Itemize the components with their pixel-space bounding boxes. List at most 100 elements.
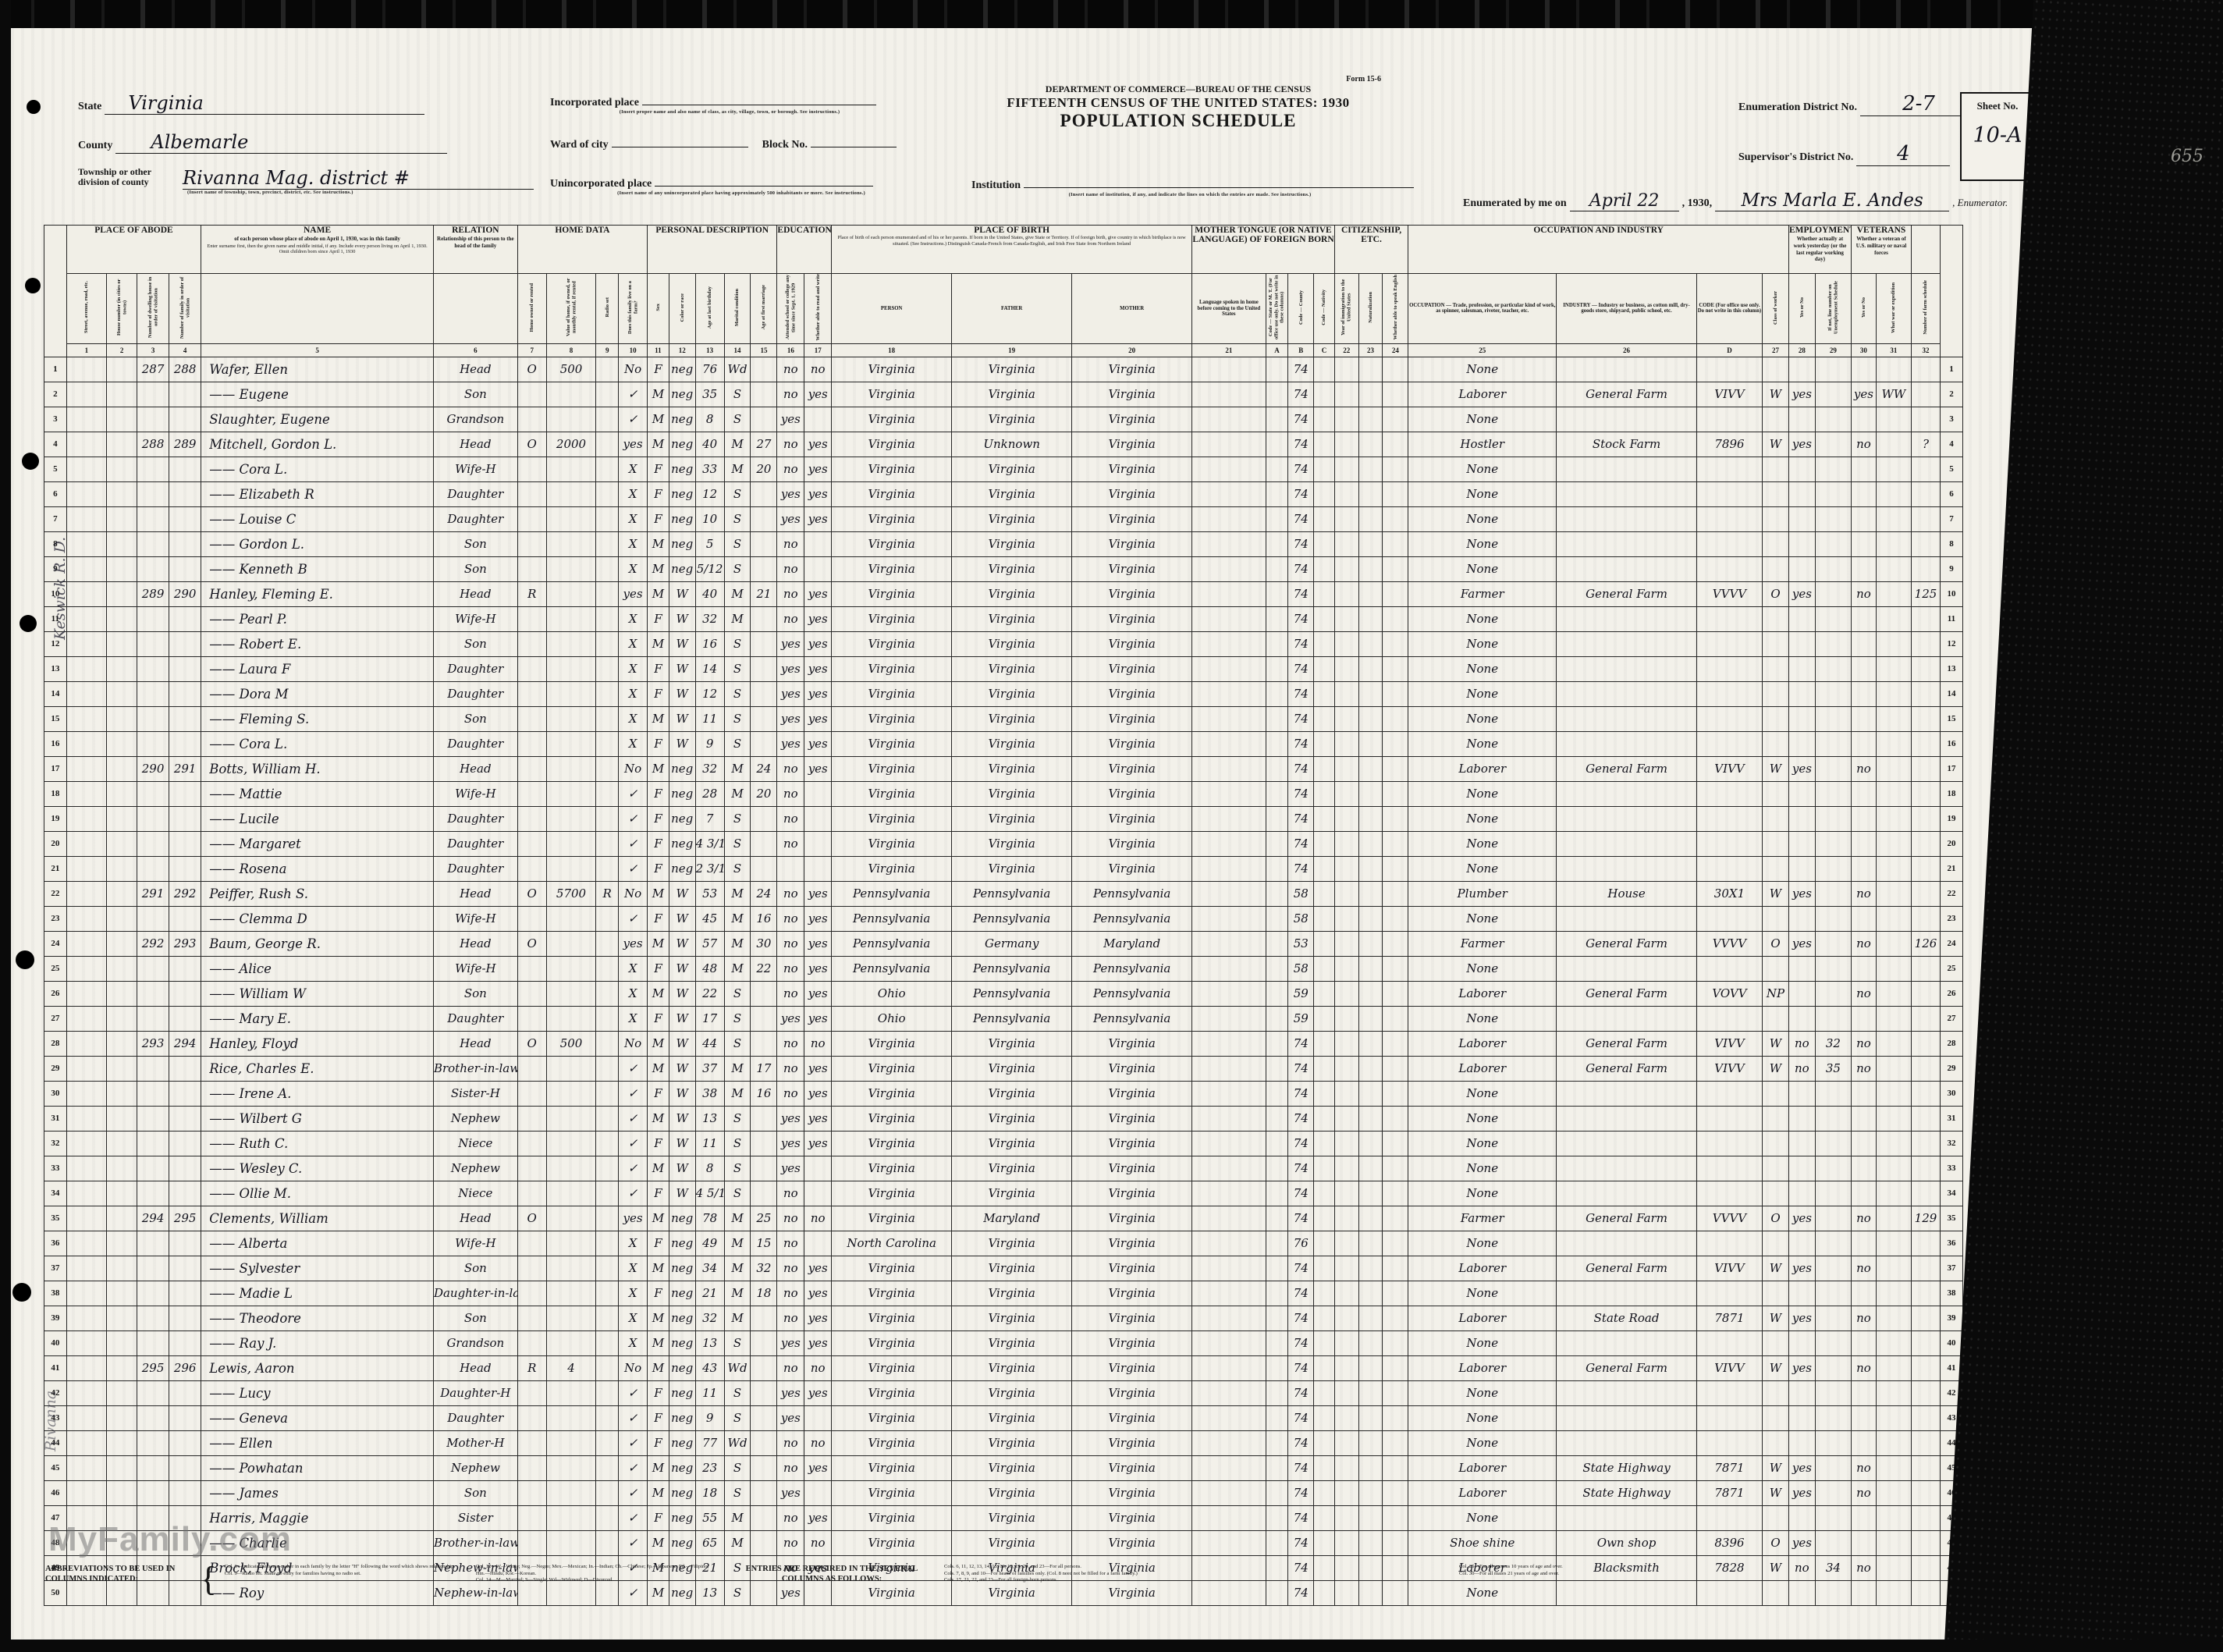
cell-atwork bbox=[1788, 1430, 1816, 1456]
cell-english bbox=[1382, 1529, 1409, 1556]
cell-owned bbox=[517, 1255, 547, 1281]
cell-street bbox=[66, 1030, 108, 1057]
cell-worker bbox=[1762, 1230, 1789, 1256]
cell-bp_person: Virginia bbox=[831, 830, 953, 857]
cell-farm: ✓ bbox=[618, 1430, 648, 1456]
cell-value bbox=[545, 456, 597, 482]
column-header-radio: Radio set bbox=[595, 273, 620, 344]
column-group-header: PLACE OF BIRTH Place of birth of each per… bbox=[831, 225, 1193, 274]
cell-agem bbox=[750, 1330, 778, 1356]
cell-house bbox=[106, 1105, 138, 1132]
township-label: Township or other division of county bbox=[78, 166, 151, 188]
cell-immig bbox=[1333, 880, 1359, 907]
cell-immig bbox=[1333, 1280, 1359, 1306]
cell-owned bbox=[517, 456, 547, 482]
cell-value bbox=[545, 506, 597, 532]
cell-codeC bbox=[1313, 1055, 1335, 1082]
cell-immig bbox=[1333, 1180, 1359, 1206]
column-number: 5 bbox=[201, 343, 434, 357]
cell-english bbox=[1382, 1505, 1409, 1531]
cell-name: Botts, William H. bbox=[201, 755, 434, 782]
cell-language bbox=[1191, 406, 1266, 432]
cell-relation: Sister bbox=[432, 1505, 518, 1531]
column-header-read: Whether able to read and write bbox=[804, 273, 833, 344]
punch-hole bbox=[12, 1283, 31, 1302]
column-number: 11 bbox=[647, 343, 669, 357]
cell-dwell bbox=[137, 1305, 170, 1331]
cell-english bbox=[1382, 955, 1409, 982]
cell-unemp bbox=[1814, 1455, 1852, 1481]
cell-immig bbox=[1333, 431, 1359, 457]
cell-immig bbox=[1333, 655, 1359, 682]
cell-bp_father: Virginia bbox=[951, 1280, 1073, 1306]
cell-value bbox=[545, 955, 597, 982]
cell-bp_father: Virginia bbox=[951, 1130, 1073, 1156]
cell-codeB: 74 bbox=[1287, 755, 1315, 782]
cell-owned bbox=[517, 1305, 547, 1331]
column-number: 12 bbox=[668, 343, 696, 357]
cell-immig bbox=[1333, 1055, 1359, 1082]
cell-read bbox=[804, 1480, 833, 1506]
cell-unemp bbox=[1814, 456, 1852, 482]
cell-read bbox=[804, 556, 833, 582]
line-number: 3 bbox=[1939, 406, 1964, 432]
cell-codeC bbox=[1313, 780, 1335, 807]
cell-value bbox=[545, 1305, 597, 1331]
cell-school: no bbox=[776, 556, 805, 582]
cell-bp_person: Virginia bbox=[831, 1180, 953, 1206]
cell-natur bbox=[1358, 1430, 1383, 1456]
cell-industry bbox=[1556, 481, 1697, 507]
cell-house bbox=[106, 1480, 138, 1506]
cell-house bbox=[106, 1230, 138, 1256]
cell-age: 9 bbox=[694, 730, 725, 757]
cell-unemp bbox=[1814, 705, 1852, 732]
line-number: 18 bbox=[1939, 780, 1964, 807]
cell-street bbox=[66, 680, 108, 707]
cell-unemp bbox=[1814, 1480, 1852, 1506]
cell-immig bbox=[1333, 1480, 1359, 1506]
cell-atwork bbox=[1788, 1105, 1816, 1132]
cell-marital: M bbox=[723, 930, 751, 957]
cell-codeA bbox=[1265, 456, 1289, 482]
cell-color: neg bbox=[668, 1230, 696, 1256]
cell-radio bbox=[595, 780, 620, 807]
cell-street bbox=[66, 456, 108, 482]
cell-read: no bbox=[804, 1430, 833, 1456]
cell-color: W bbox=[668, 1105, 696, 1132]
cell-atwork: yes bbox=[1788, 1305, 1816, 1331]
cell-read: yes bbox=[804, 1130, 833, 1156]
column-number: 7 bbox=[517, 343, 547, 357]
cell-relation: Son bbox=[432, 381, 518, 407]
cell-dwell bbox=[137, 705, 170, 732]
cell-color: neg bbox=[668, 1205, 696, 1231]
cell-codeC bbox=[1313, 631, 1335, 657]
cell-unemp bbox=[1814, 556, 1852, 582]
cell-farmsched bbox=[1911, 705, 1941, 732]
cell-industry: House bbox=[1556, 880, 1697, 907]
cell-language bbox=[1191, 655, 1266, 682]
cell-sex: F bbox=[647, 1280, 669, 1306]
cell-value bbox=[545, 1405, 597, 1431]
cell-marital: S bbox=[723, 980, 751, 1007]
cell-radio: R bbox=[595, 880, 620, 907]
line-number: 33 bbox=[1939, 1155, 1964, 1181]
cell-atwork bbox=[1788, 406, 1816, 432]
cell-relation: Daughter bbox=[432, 680, 518, 707]
cell-read: yes bbox=[804, 955, 833, 982]
cell-radio bbox=[595, 556, 620, 582]
cell-family bbox=[169, 655, 202, 682]
cell-marital: S bbox=[723, 1030, 751, 1057]
cell-codeA bbox=[1265, 531, 1289, 557]
cell-read: yes bbox=[804, 1305, 833, 1331]
cell-vet bbox=[1851, 780, 1877, 807]
cell-agem: 16 bbox=[750, 1080, 778, 1107]
cell-farmsched bbox=[1911, 905, 1941, 932]
cell-age: 18 bbox=[694, 1480, 725, 1506]
column-group-header: PERSONAL DESCRIPTION bbox=[647, 225, 778, 274]
cell-bp_person: Virginia bbox=[831, 506, 953, 532]
cell-relation: Head bbox=[432, 880, 518, 907]
cell-farm: X bbox=[618, 1330, 648, 1356]
